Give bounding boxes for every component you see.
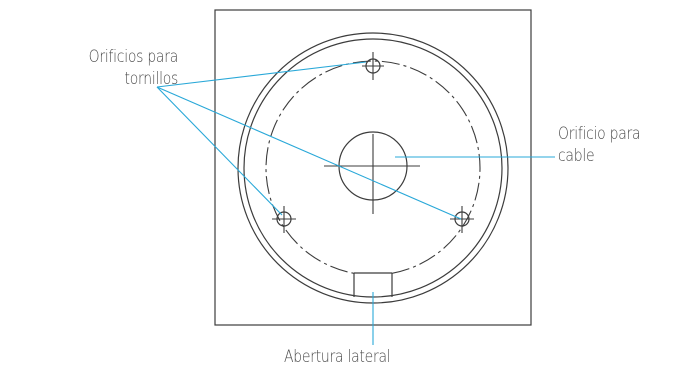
screw-hole-right <box>450 206 474 233</box>
cable-hole-label-line2: cable <box>558 146 595 166</box>
leader-screw-left <box>156 86 283 216</box>
screw-hole-top <box>362 52 384 80</box>
screw-holes-label: Orificios para tornillos <box>55 46 179 90</box>
leader-lines <box>156 61 555 345</box>
side-opening-label: Abertura lateral <box>284 347 391 367</box>
screw-hole-left <box>272 206 296 233</box>
cable-hole-label-line1: Orificio para <box>558 124 641 144</box>
leader-screw-top <box>156 61 367 88</box>
screw-holes-label-line1: Orificios para <box>88 47 179 67</box>
bolt-circle-dashed <box>265 60 481 274</box>
leader-screw-right <box>156 86 462 220</box>
side-opening-notch <box>353 272 393 297</box>
cable-hole-label: Orificio para cable <box>558 123 641 167</box>
screw-holes-label-line2: tornillos <box>124 69 178 89</box>
